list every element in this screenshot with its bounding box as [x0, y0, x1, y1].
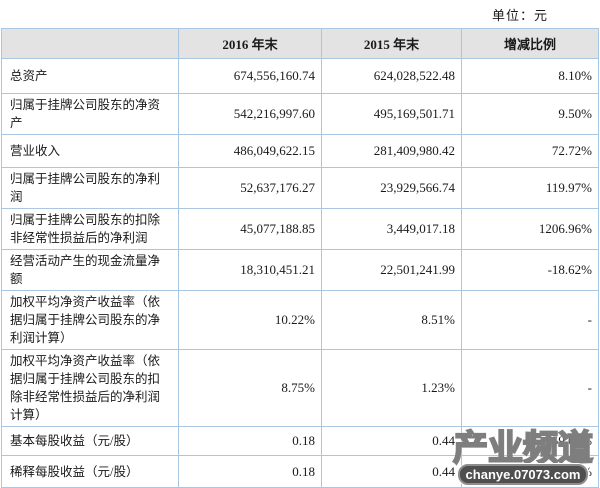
table-row-weighted-roe-net-profit: 加权平均净资产收益率（依据归属于挂牌公司股东的净利润计算） 10.22% 8.5…	[1, 290, 599, 350]
value-2016: 486,049,622.15	[178, 134, 322, 168]
table-row-operating-cash-flow: 经营活动产生的现金流量净额 18,310,451.21 22,501,241.9…	[1, 249, 599, 291]
row-label: 加权平均净资产收益率（依据归属于挂牌公司股东的扣除非经常性损益后的净利润计算）	[1, 349, 179, 427]
value-change: -59.09%	[461, 455, 599, 488]
table-row-net-profit: 归属于挂牌公司股东的净利润 52,637,176.27 23,929,566.7…	[1, 167, 599, 209]
header-cell-change-ratio: 增减比例	[461, 28, 599, 59]
row-label: 总资产	[1, 58, 179, 94]
table-row-diluted-eps: 稀释每股收益（元/股） 0.18 0.44 -59.09%	[1, 455, 599, 488]
row-label: 经营活动产生的现金流量净额	[1, 249, 179, 291]
value-2015: 23,929,566.74	[321, 167, 462, 209]
header-cell-2016: 2016 年末	[178, 28, 322, 59]
value-change: -18.62%	[461, 249, 599, 291]
value-change: -	[461, 349, 599, 427]
table-row-net-profit-deducting-nonrecurring: 归属于挂牌公司股东的扣除非经常性损益后的净利润 45,077,188.85 3,…	[1, 208, 599, 250]
row-label: 基本每股收益（元/股）	[1, 426, 179, 456]
value-2016: 8.75%	[178, 349, 322, 427]
value-change: 1206.96%	[461, 208, 599, 250]
value-2015: 3,449,017.18	[321, 208, 462, 250]
header-cell-2015: 2015 年末	[321, 28, 462, 59]
value-change: -59.09%	[461, 426, 599, 456]
row-label: 归属于挂牌公司股东的扣除非经常性损益后的净利润	[1, 208, 179, 250]
value-2016: 0.18	[178, 455, 322, 488]
value-2015: 624,028,522.48	[321, 58, 462, 94]
value-2016: 45,077,188.85	[178, 208, 322, 250]
row-label: 稀释每股收益（元/股）	[1, 455, 179, 488]
value-change: 72.72%	[461, 134, 599, 168]
table-row-operating-revenue: 营业收入 486,049,622.15 281,409,980.42 72.72…	[1, 134, 599, 168]
unit-label: 单位：元	[491, 8, 548, 23]
value-2016: 52,637,176.27	[178, 167, 322, 209]
value-2016: 10.22%	[178, 290, 322, 350]
value-2015: 0.44	[321, 455, 462, 488]
value-2016: 18,310,451.21	[178, 249, 322, 291]
value-2015: 0.44	[321, 426, 462, 456]
value-2015: 22,501,241.99	[321, 249, 462, 291]
financial-summary-table: 2016 年末 2015 年末 增减比例 总资产 674,556,160.74 …	[1, 28, 599, 488]
row-label: 营业收入	[1, 134, 179, 168]
value-2015: 281,409,980.42	[321, 134, 462, 168]
row-label: 归属于挂牌公司股东的净利润	[1, 167, 179, 209]
value-change: -	[461, 290, 599, 350]
table-row-basic-eps: 基本每股收益（元/股） 0.18 0.44 -59.09%	[1, 426, 599, 456]
table-row-weighted-roe-deducted: 加权平均净资产收益率（依据归属于挂牌公司股东的扣除非经常性损益后的净利润计算） …	[1, 349, 599, 427]
value-change: 9.50%	[461, 93, 599, 135]
value-2016: 674,556,160.74	[178, 58, 322, 94]
value-2015: 8.51%	[321, 290, 462, 350]
value-2015: 495,169,501.71	[321, 93, 462, 135]
row-label: 归属于挂牌公司股东的净资产	[1, 93, 179, 135]
table-header-row: 2016 年末 2015 年末 增减比例	[1, 28, 599, 59]
value-change: 8.10%	[461, 58, 599, 94]
value-change: 119.97%	[461, 167, 599, 209]
row-label: 加权平均净资产收益率（依据归属于挂牌公司股东的净利润计算）	[1, 290, 179, 350]
value-2016: 542,216,997.60	[178, 93, 322, 135]
value-2016: 0.18	[178, 426, 322, 456]
table-row-net-assets: 归属于挂牌公司股东的净资产 542,216,997.60 495,169,501…	[1, 93, 599, 135]
table-row-total-assets: 总资产 674,556,160.74 624,028,522.48 8.10%	[1, 58, 599, 94]
header-cell-blank	[1, 28, 179, 59]
value-2015: 1.23%	[321, 349, 462, 427]
